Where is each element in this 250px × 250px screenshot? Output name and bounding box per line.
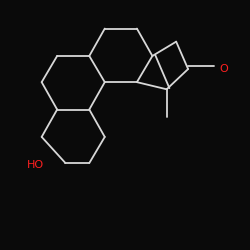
Text: O: O [219,64,228,74]
Text: HO: HO [27,160,44,170]
